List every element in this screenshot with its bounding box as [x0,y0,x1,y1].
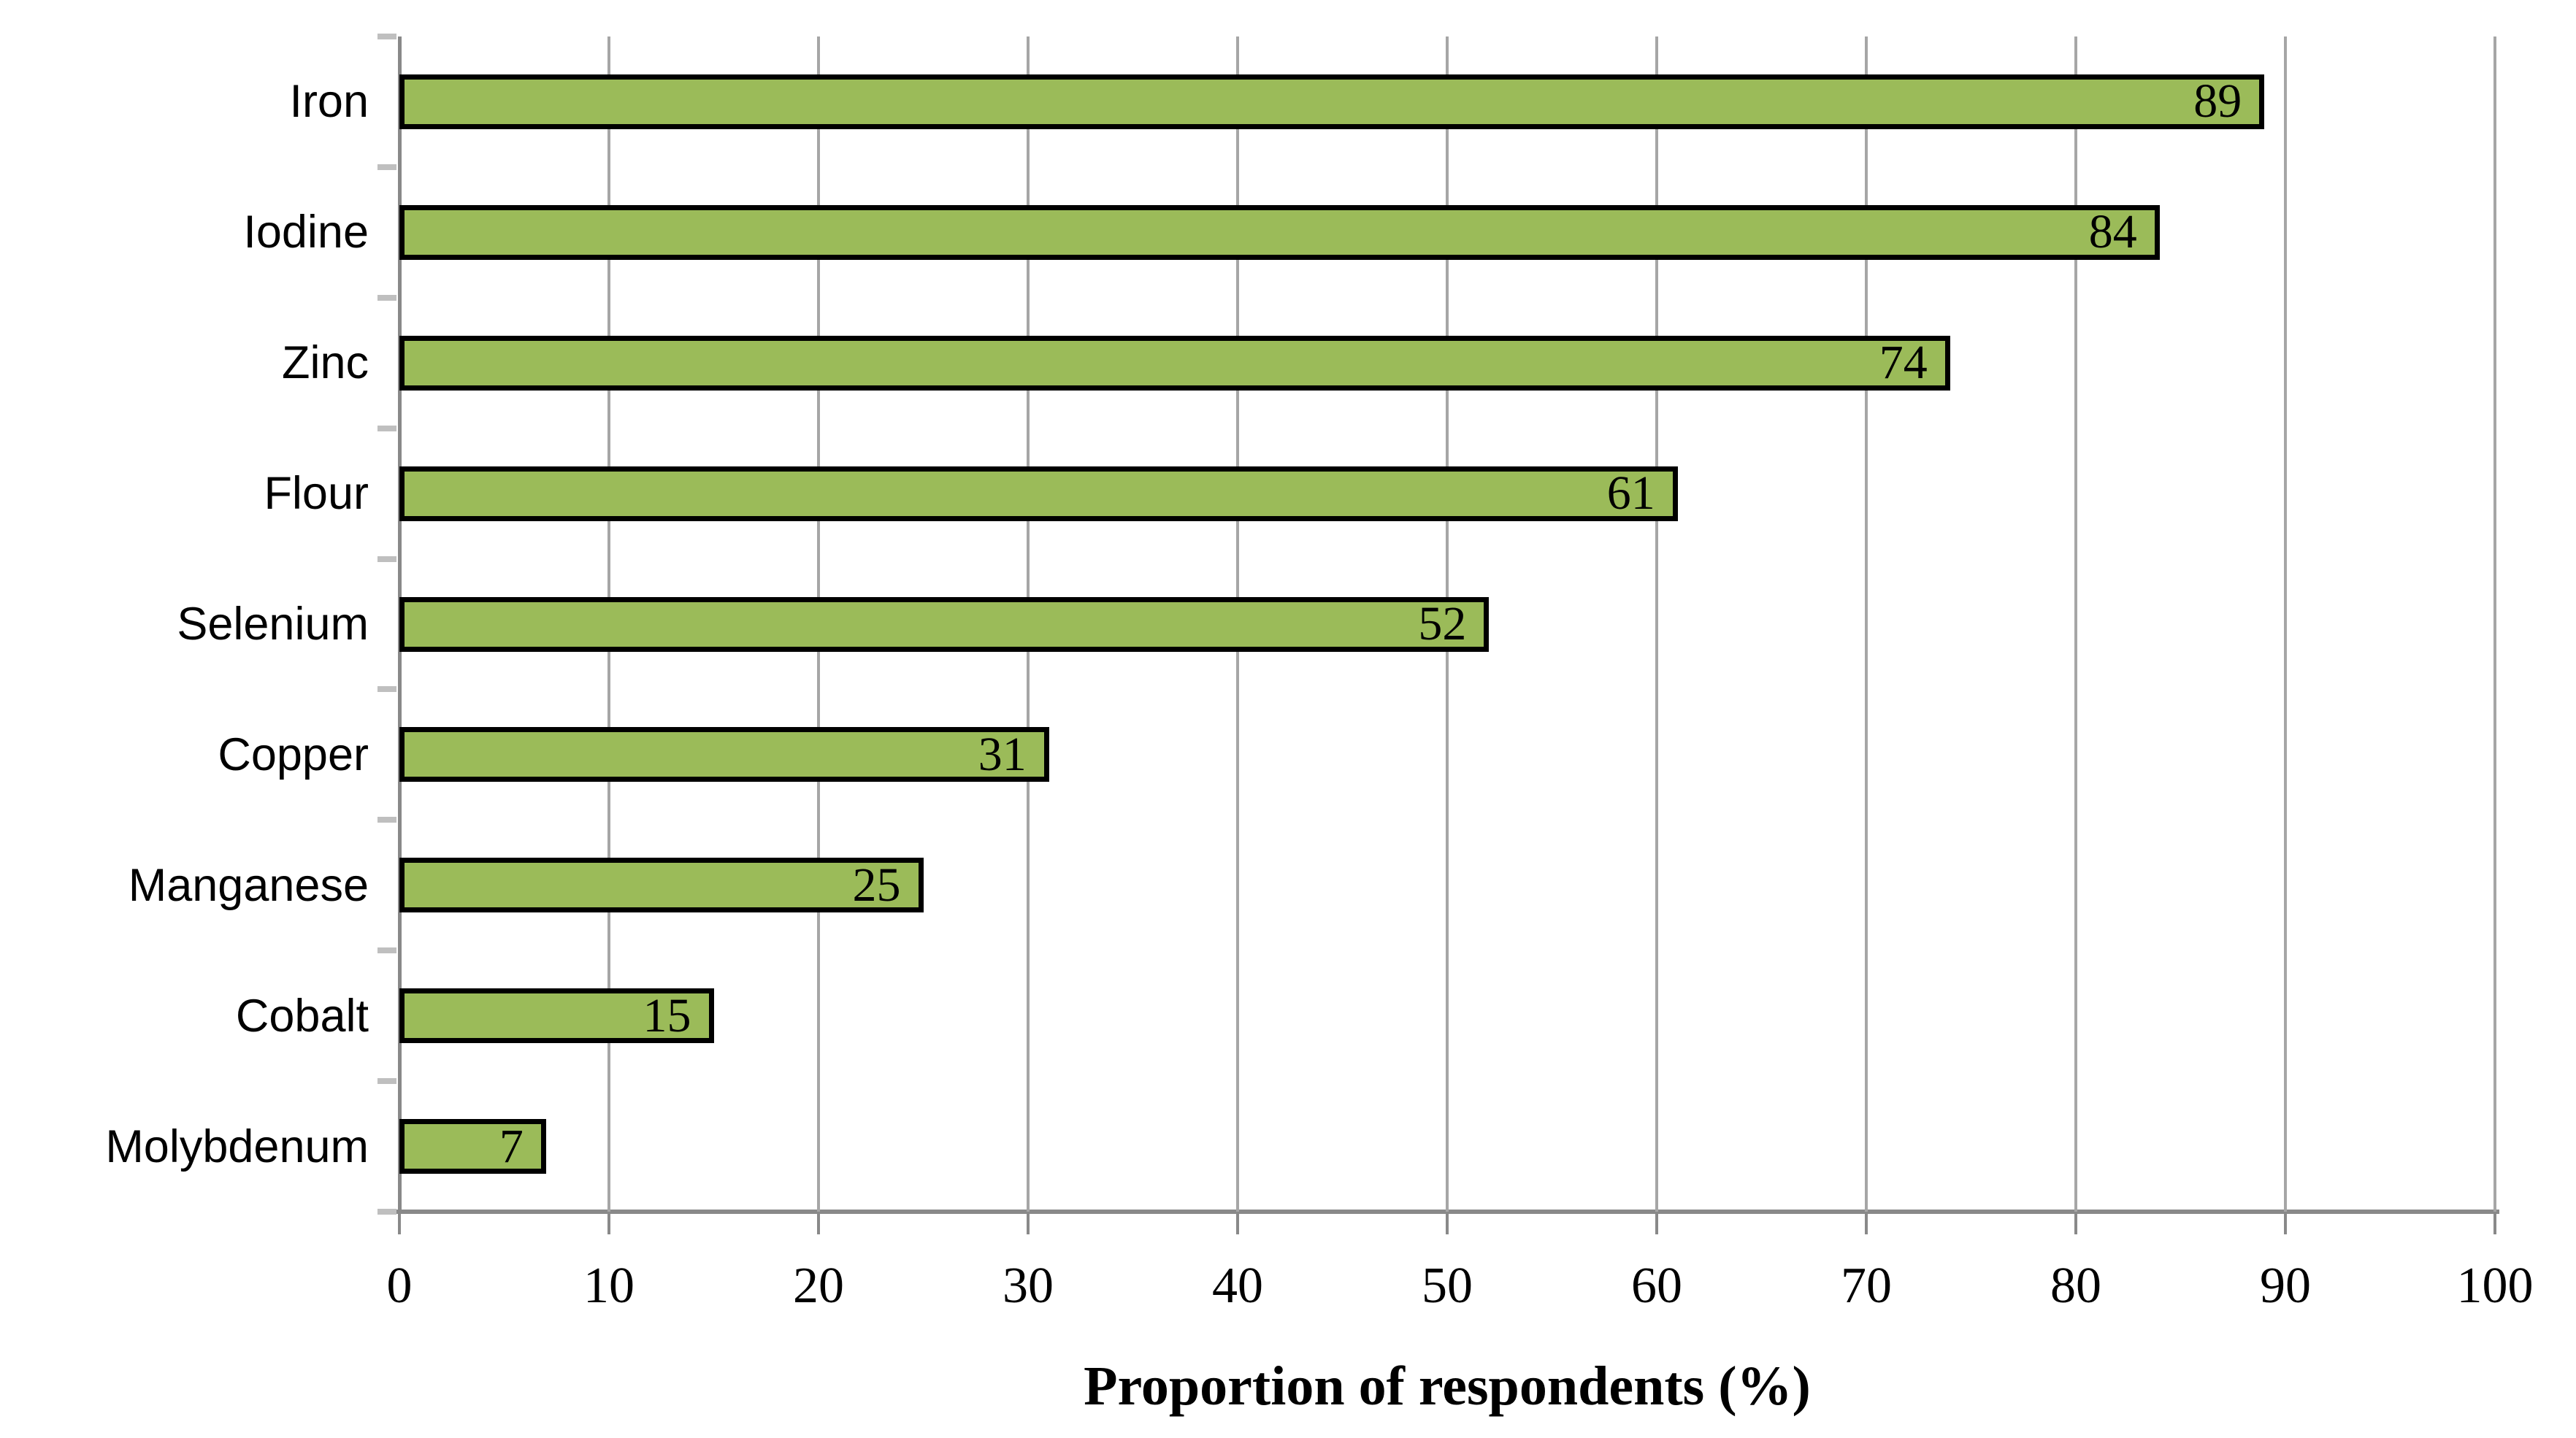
x-tick-label: 0 [386,1258,413,1314]
category-label: Iodine [243,207,369,258]
x-tick-mark [607,1214,610,1234]
x-tick-mark [2493,1214,2496,1234]
category-label: Flour [264,468,369,520]
x-tick-mark [817,1214,820,1234]
x-tick-label: 50 [1422,1258,1473,1314]
bar-value-label: 52 [1418,597,1467,650]
x-tick-label: 30 [1003,1258,1054,1314]
bar-value-label: 61 [1606,466,1655,520]
category-label: Copper [218,728,369,780]
gridline [2074,36,2077,1212]
bar: 61 [399,466,1678,521]
x-tick-mark [398,1214,401,1234]
bar: 31 [399,727,1049,783]
x-tick-label: 60 [1631,1258,1682,1314]
x-tick-label: 80 [2050,1258,2101,1314]
x-tick-label: 10 [583,1258,635,1314]
x-tick-label: 100 [2456,1258,2534,1314]
category-label: Iron [289,76,369,128]
y-tick-mark [377,1078,396,1085]
y-tick-mark [377,164,396,170]
x-tick-mark [1655,1214,1658,1234]
x-tick-mark [2284,1214,2287,1234]
y-tick-mark [377,817,396,823]
x-tick-mark [1236,1214,1239,1234]
bar: 25 [399,858,924,913]
category-label: Molybdenum [105,1120,369,1172]
bar: 7 [399,1119,546,1174]
bar-value-label: 31 [978,727,1027,781]
gridline [1865,36,1868,1212]
bar: 52 [399,596,1490,652]
bar-value-label: 84 [2088,205,2137,259]
category-label: Selenium [177,598,369,650]
x-axis-line [388,1210,2499,1214]
category-label: Zinc [281,337,369,389]
y-tick-mark [377,34,396,39]
bar: 15 [399,988,714,1044]
x-tick-label: 20 [793,1258,844,1314]
category-label: Manganese [128,859,369,911]
bar-value-label: 15 [643,988,691,1042]
bar-value-label: 25 [852,858,901,912]
bar-value-label: 89 [2193,74,2242,128]
x-tick-mark [2074,1214,2077,1234]
bar: 89 [399,74,2265,129]
y-tick-mark [377,1209,396,1215]
x-tick-label: 70 [1841,1258,1892,1314]
gridline [2493,36,2496,1212]
plot-area: 0 10 20 30 40 50 60 70 80 90 100 89 84 74 61 52 31 25 15 7 [377,34,2534,1314]
y-tick-mark [377,425,396,431]
x-tick-label: 40 [1212,1258,1263,1314]
x-tick-label: 90 [2260,1258,2311,1314]
x-tick-mark [1027,1214,1030,1234]
gridline [1655,36,1658,1212]
y-tick-mark [377,947,396,954]
bar-value-label: 74 [1879,336,1928,390]
bar: 74 [399,335,1950,391]
category-label: Cobalt [235,990,369,1042]
x-tick-mark [1446,1214,1449,1234]
x-tick-mark [1865,1214,1868,1234]
gridline [2284,36,2287,1212]
bar: 84 [399,204,2160,260]
y-tick-mark [377,686,396,693]
bar-value-label: 7 [499,1119,524,1173]
x-axis-title: Proportion of respondents (%) [1084,1356,1811,1417]
y-tick-mark [377,555,396,562]
y-tick-mark [377,294,396,301]
